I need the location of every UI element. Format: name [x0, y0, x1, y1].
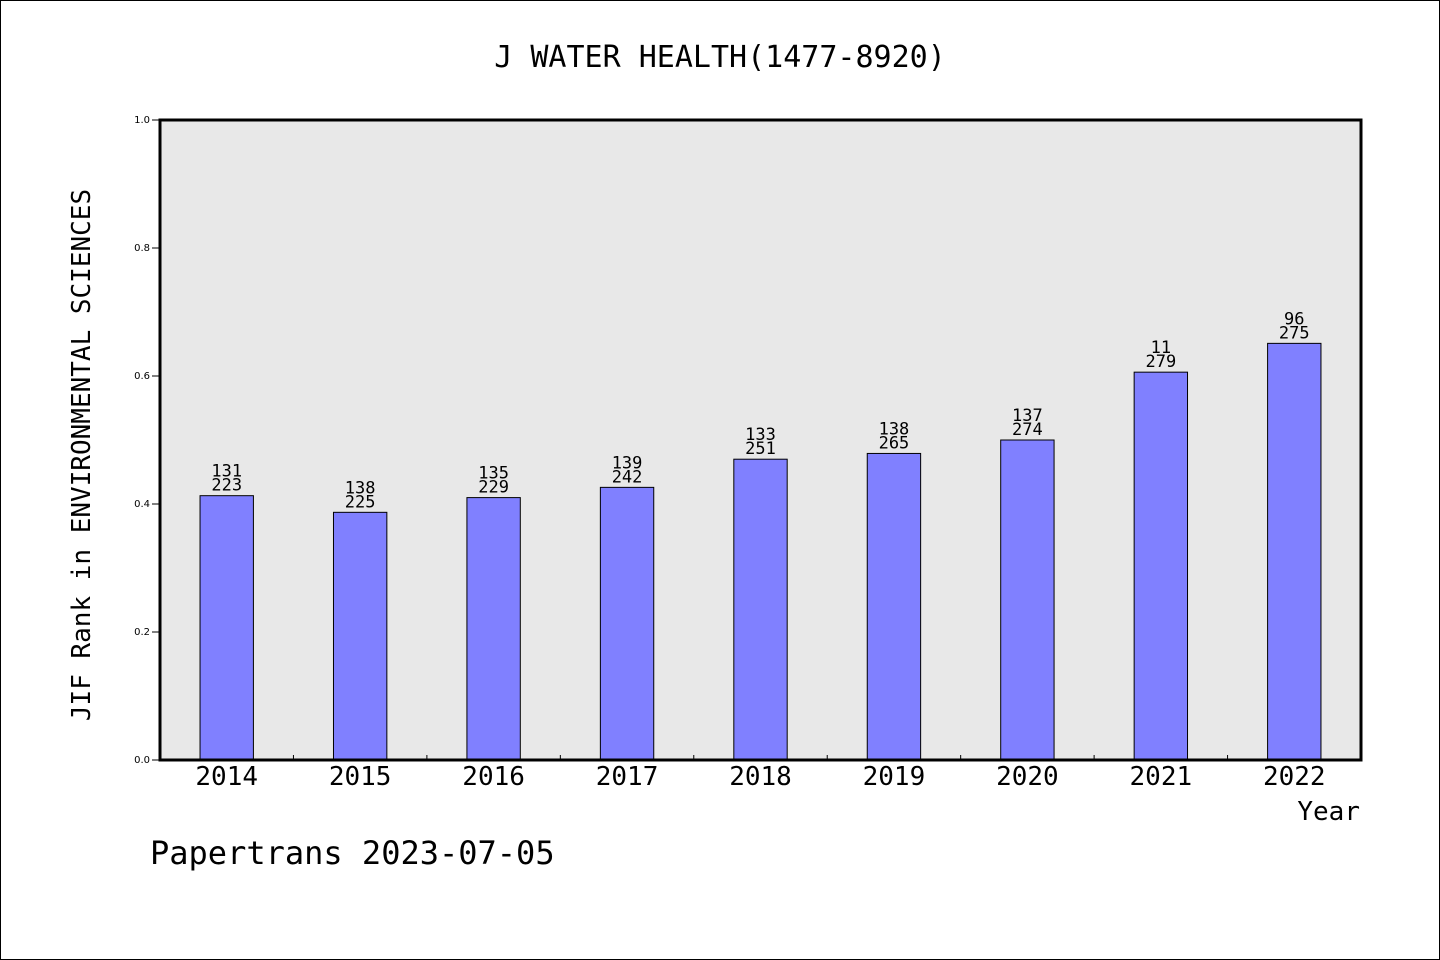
bar-label-top-2021: 11 [1151, 338, 1171, 358]
x-axis-ticks: 2014 2015 2016 2017 2018 2019 2020 2021 2022 [195, 755, 1326, 792]
bar-label-bottom-2014: 223 [211, 476, 242, 496]
x-tick-label-2016: 2016 [462, 762, 525, 792]
bar-label-bottom-2019: 265 [879, 433, 910, 453]
bar-label-top-2015: 138 [345, 478, 376, 498]
bar-label-top-2017: 139 [612, 453, 643, 473]
bar-label-bottom-2017: 242 [612, 467, 643, 487]
footer-credit: Papertrans 2023-07-05 [150, 834, 555, 872]
bar-label-bottom-2016: 229 [478, 478, 509, 498]
y-tick-label-0.8: 0.8 [134, 243, 150, 254]
bar-2018 [733, 458, 788, 761]
x-tick-label-2018: 2018 [729, 762, 792, 792]
bar-2017 [599, 486, 655, 761]
bar-label-bottom-2020: 274 [1012, 420, 1043, 440]
bar-2016 [466, 497, 521, 761]
x-tick-label-2021: 2021 [1130, 762, 1193, 792]
x-tick-label-2020: 2020 [996, 762, 1059, 792]
bar-2021 [1133, 371, 1189, 761]
y-tick-label-1.0: 1.0 [134, 115, 150, 126]
bars-group [199, 342, 1322, 761]
bar-label-top-2019: 138 [879, 419, 910, 439]
plot-border [158, 118, 1363, 762]
bar-label-bottom-2021: 279 [1145, 352, 1176, 372]
x-tick-label-2019: 2019 [863, 762, 926, 792]
bar-2015 [332, 511, 388, 761]
bar-label-bottom-2022: 275 [1279, 323, 1310, 343]
x-tick-label-2017: 2017 [596, 762, 659, 792]
y-axis-label: JIF Rank in ENVIRONMENTAL SCIENCES [67, 189, 97, 721]
bar-label-top-2014: 131 [211, 462, 242, 482]
bar-label-top-2020: 137 [1012, 406, 1043, 426]
y-tick-label-0.6: 0.6 [134, 371, 150, 382]
bar-2019 [866, 452, 922, 761]
bar-label-bottom-2018: 251 [745, 439, 776, 459]
bar-label-bottom-2015: 225 [345, 492, 376, 512]
bar-2014 [199, 495, 254, 761]
bar-2020 [1000, 439, 1055, 761]
y-tick-label-0.0: 0.0 [134, 755, 150, 766]
x-axis-label: Year [1297, 797, 1360, 827]
x-tick-label-2022: 2022 [1263, 762, 1326, 792]
bar-label-top-2018: 133 [745, 425, 776, 445]
chart-title: J WATER HEALTH(1477-8920) [494, 40, 946, 75]
y-tick-label-0.2: 0.2 [134, 627, 150, 638]
x-tick-label-2014: 2014 [195, 762, 258, 792]
y-tick-label-0.4: 0.4 [134, 499, 150, 510]
x-tick-label-2015: 2015 [329, 762, 392, 792]
bar-label-top-2022: 96 [1284, 309, 1304, 329]
bar-2022 [1267, 342, 1322, 761]
bar-label-top-2016: 135 [478, 464, 509, 484]
